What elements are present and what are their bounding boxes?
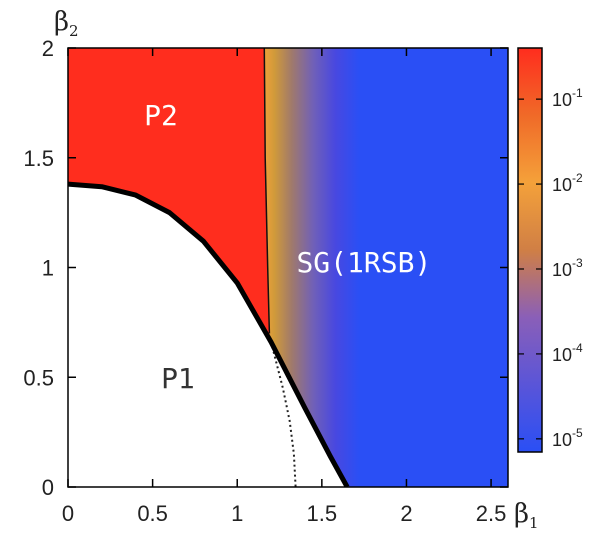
x-axis: 0 0.5 1 1.5 2 2.5 <box>62 48 506 526</box>
colorbar-tick-label: 10-4 <box>552 341 583 365</box>
dotted-boundary-extension <box>270 341 297 487</box>
region-label-p2: P2 <box>144 99 178 132</box>
colorbar <box>517 47 543 453</box>
y-tick-label: 0 <box>42 475 54 500</box>
p1-boundary-line <box>68 181 350 487</box>
y-tick-label: 0.5 <box>23 365 54 390</box>
region-labels: P2 SG(1RSB) P1 <box>144 99 431 395</box>
colorbar-tick-label: 10-5 <box>552 426 583 450</box>
region-label-sg-1rsb: SG(1RSB) <box>296 246 431 279</box>
x-tick-label: 0 <box>62 501 74 526</box>
y-tick-label: 1.5 <box>23 146 54 171</box>
colorbar-tick-label: 10-1 <box>552 86 583 110</box>
p2-region-fill <box>68 48 272 343</box>
x-axis-label: β1 <box>514 499 539 532</box>
x-tick-label: 1 <box>231 501 243 526</box>
y-axis: 0 0.5 1 1.5 2 <box>23 36 508 500</box>
colorbar-ticks: 10-5 10-4 10-3 10-2 10-1 <box>518 86 583 450</box>
x-tick-label: 2.5 <box>476 501 507 526</box>
p1-region-fill <box>68 184 348 487</box>
region-label-p1: P1 <box>161 362 195 395</box>
colorbar-tick-label: 10-2 <box>552 171 583 195</box>
p2-sg-boundary-line <box>263 48 271 334</box>
y-tick-label: 2 <box>42 36 54 61</box>
x-tick-label: 2 <box>400 501 412 526</box>
colorbar-tick-label: 10-3 <box>552 256 583 280</box>
y-tick-label: 1 <box>42 256 54 281</box>
y-axis-label: β2 <box>54 7 79 40</box>
x-tick-label: 1.5 <box>307 501 338 526</box>
x-tick-label: 0.5 <box>137 501 168 526</box>
